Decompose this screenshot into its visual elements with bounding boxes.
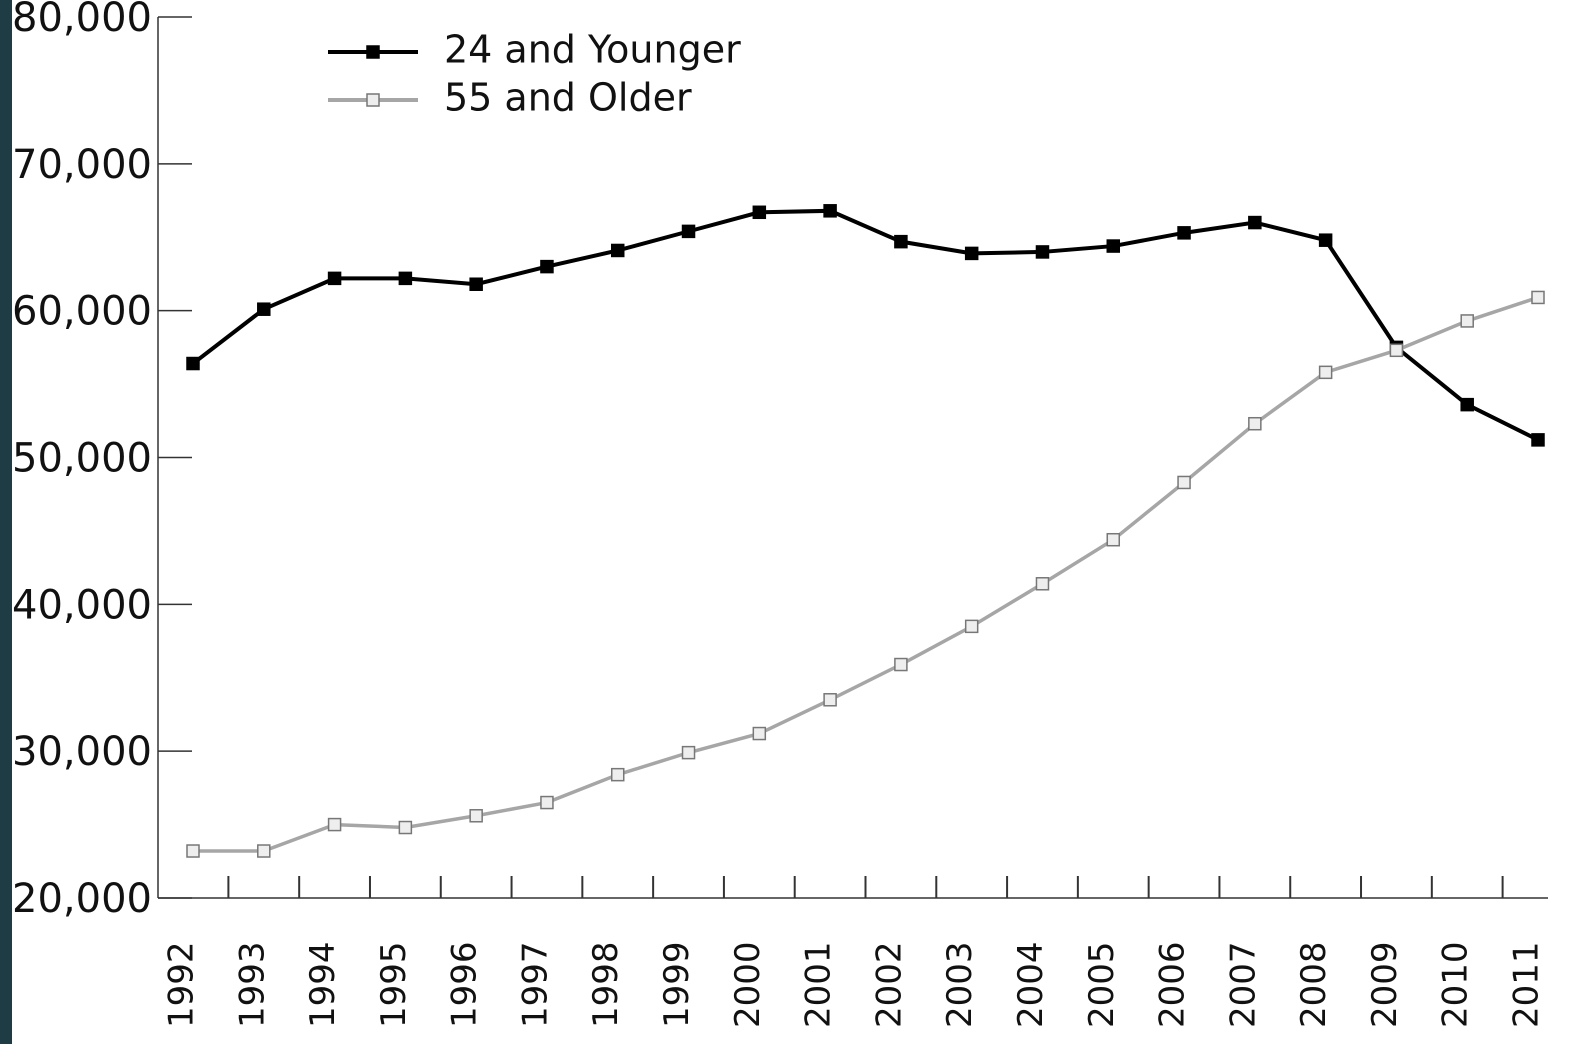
x-tick-label: 2008 (1294, 941, 1334, 1028)
point-marker (610, 767, 625, 782)
legend-label: 24 and Younger (444, 28, 741, 72)
point-marker (1035, 245, 1050, 259)
legend-marker (366, 93, 380, 107)
x-tick-label: 2001 (799, 941, 839, 1028)
point-marker (327, 271, 342, 286)
point-marker (1460, 314, 1474, 328)
point-marker (1248, 416, 1262, 431)
x-tick-label: 1995 (374, 941, 414, 1028)
x-tick-label: 1994 (303, 941, 343, 1028)
x-tick-label: 1997 (515, 941, 555, 1028)
x-tick-label: 2009 (1365, 941, 1405, 1028)
point-marker (752, 205, 767, 220)
y-tick-label: 20,000 (12, 876, 152, 922)
point-marker (964, 619, 979, 634)
x-tick-label: 2010 (1436, 941, 1476, 1028)
legend-marker (366, 45, 380, 59)
point-marker (1531, 290, 1545, 305)
x-tick-label: 2002 (869, 941, 909, 1028)
point-marker (1035, 577, 1050, 591)
y-tick-label: 40,000 (12, 582, 152, 628)
x-tick-label: 1993 (232, 941, 272, 1028)
x-tick-label: 2000 (728, 941, 768, 1028)
point-marker (1318, 233, 1333, 247)
point-marker (1248, 215, 1262, 230)
point-marker (610, 243, 625, 258)
y-tick-label: 70,000 (12, 142, 152, 188)
point-marker (823, 204, 837, 218)
x-tick-label: 1992 (162, 941, 202, 1028)
y-tick-label: 30,000 (12, 729, 152, 775)
point-marker (752, 726, 767, 741)
point-marker (964, 246, 979, 261)
y-tick-label: 80,000 (12, 0, 152, 41)
point-marker (1106, 532, 1121, 547)
point-marker (894, 234, 908, 249)
point-marker (1460, 397, 1474, 412)
x-tick-label: 2006 (1153, 941, 1193, 1028)
point-marker (1177, 475, 1191, 490)
series-line (193, 295, 1539, 853)
point-marker (469, 809, 483, 823)
x-tick-label: 1998 (586, 941, 626, 1028)
point-marker (398, 820, 413, 835)
x-tick-label: 2011 (1507, 941, 1547, 1028)
point-marker (894, 657, 908, 672)
point-marker (257, 844, 271, 858)
point-marker (469, 277, 483, 291)
series-line (191, 208, 1539, 442)
point-marker (681, 745, 696, 760)
x-tick-label: 2007 (1223, 941, 1263, 1028)
point-marker (1531, 433, 1545, 447)
x-tick-label: 2004 (1011, 941, 1051, 1028)
point-marker (327, 817, 342, 832)
point-marker (1177, 226, 1191, 240)
point-marker (681, 224, 696, 239)
x-tick-label: 2003 (940, 941, 980, 1028)
point-marker (257, 302, 271, 316)
point-marker (186, 356, 200, 371)
x-tick-label: 1996 (445, 941, 485, 1028)
y-tick-label: 50,000 (12, 436, 152, 482)
point-marker (1106, 239, 1121, 253)
x-tick-label: 1999 (657, 941, 697, 1028)
y-tick-label: 60,000 (12, 289, 152, 335)
point-marker (823, 693, 837, 707)
point-marker (540, 259, 554, 274)
legend-label: 55 and Older (444, 76, 692, 120)
point-marker (540, 795, 554, 810)
point-marker (1389, 343, 1404, 358)
side-strip (0, 0, 12, 1044)
x-tick-label: 2005 (1082, 941, 1122, 1028)
point-marker (398, 271, 413, 286)
point-marker (186, 844, 200, 858)
point-marker (1318, 365, 1333, 380)
